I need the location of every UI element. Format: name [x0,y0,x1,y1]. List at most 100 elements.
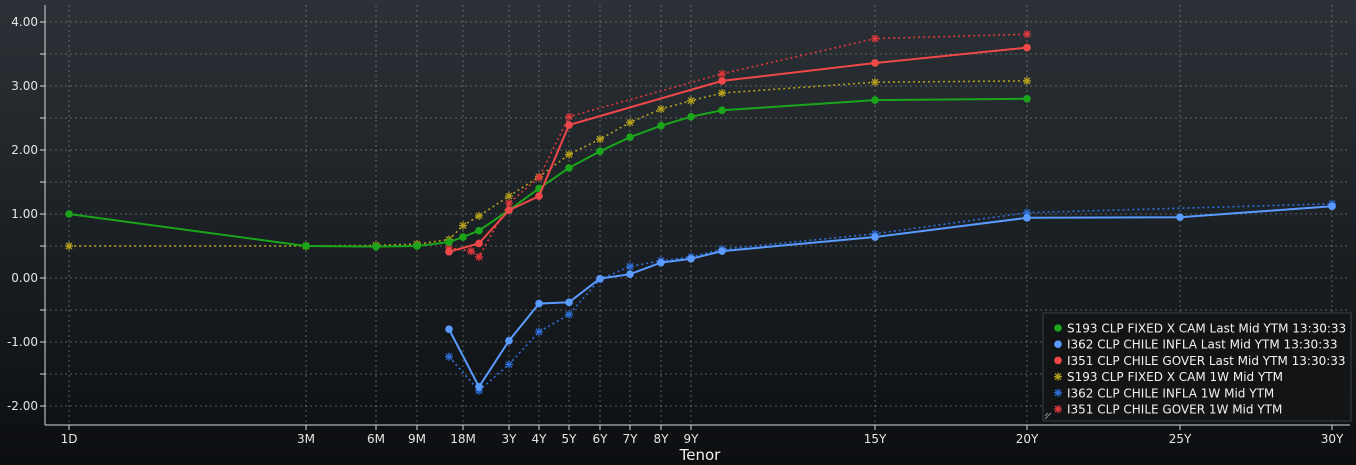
data-point-star [505,360,513,369]
data-point [687,112,695,121]
data-point [657,121,665,130]
data-point-star [445,352,453,361]
data-point-star [475,252,483,261]
data-point-star [871,78,879,87]
x-tick-label: 3Y [502,432,518,446]
series-line [69,80,1028,247]
legend-entry: I362 CLP CHILE INFLA Last Mid YTM 13:30:… [1054,338,1337,352]
data-point [565,298,573,307]
data-point-star [687,96,695,105]
data-point-star [535,173,543,182]
series-3 [445,43,1031,256]
legend-marker [1054,405,1062,413]
data-point-star [565,310,573,319]
data-point-star [565,112,573,121]
y-tick-label: 2.00 [11,143,38,157]
legend-resize-grip-icon[interactable] [1044,412,1052,420]
data-point [445,238,453,246]
series-line [448,33,1028,259]
legend-label: I362 CLP CHILE INFLA 1W Mid YTM [1067,386,1274,400]
data-point [475,383,483,391]
series-4 [65,76,1031,250]
legend-marker [1054,324,1062,332]
y-tick-label: 1.00 [11,207,38,221]
legend-box [1042,312,1352,422]
legend-marker [1054,340,1062,349]
axes [44,5,1350,426]
legend-label: S193 CLP FIXED X CAM Last Mid YTM 13:30:… [1067,322,1346,336]
data-point-star [467,247,475,256]
legend-label: I362 CLP CHILE INFLA Last Mid YTM 13:30:… [1067,338,1337,352]
x-tick-labels: 1D 3M 6M 9M 18M 3Y 4Y 5Y 6Y 7Y 8Y 9Y 15Y 20Y 25Y 30Y [61,425,1344,446]
data-point-star [657,105,665,114]
data-point [505,206,513,214]
data-point [626,133,634,141]
data-point [596,274,604,283]
series-6 [445,30,1031,261]
data-point [596,147,604,156]
data-point [1023,95,1031,103]
x-tick-label: 1D [61,432,78,446]
data-point [718,106,726,115]
legend-label: I351 CLP CHILE GOVER Last Mid YTM 13:30:… [1067,354,1346,368]
data-point-star [65,242,73,250]
series-2 [445,202,1336,391]
data-point [1328,202,1336,211]
data-point-star [871,34,879,43]
data-point [535,299,543,308]
x-tick-label: 18M [450,432,476,446]
data-point-star [718,89,726,98]
data-point [505,336,513,345]
y-tick-label: -1.00 [7,335,38,349]
data-point [718,247,726,255]
data-point [718,77,726,85]
data-point [626,270,634,278]
x-axis-title: Tenor [679,446,722,464]
x-tick-label: 30Y [1321,432,1344,446]
data-point-star [459,221,467,230]
data-point-star [626,118,634,127]
legend-label: S193 CLP FIXED X CAM 1W Mid YTM [1067,370,1283,384]
data-point-star [535,327,543,336]
legend-marker [1054,356,1062,365]
data-point [687,254,695,263]
x-tick-label: 6M [367,432,385,446]
y-tick-label: 0.00 [11,271,38,285]
data-point-star [505,192,513,201]
data-point [413,242,421,250]
legend: S193 CLP FIXED X CAM Last Mid YTM 13:30:… [1042,312,1352,422]
data-point-star [565,150,573,159]
x-tick-label: 6Y [593,432,609,446]
legend-marker [1054,372,1062,381]
data-point-star [626,262,634,271]
x-tick-label: 20Y [1016,432,1039,446]
data-point [657,258,665,267]
legend-entry: I351 CLP CHILE GOVER Last Mid YTM 13:30:… [1054,354,1346,368]
data-point [565,164,573,172]
data-point [302,242,310,250]
x-tick-label: 25Y [1169,432,1192,446]
x-tick-label: 4Y [532,432,548,446]
data-point [871,96,879,104]
y-tick-label: 3.00 [11,79,38,93]
data-point-star [475,211,483,220]
data-point [65,210,73,218]
legend-items: S193 CLP FIXED X CAM Last Mid YTM 13:30:… [1054,322,1346,417]
data-point [565,121,573,129]
data-point-star [1023,30,1031,39]
series-layer [65,30,1336,395]
x-tick-label: 9M [408,432,426,446]
legend-entry: S193 CLP FIXED X CAM Last Mid YTM 13:30:… [1054,322,1346,336]
legend-entry: S193 CLP FIXED X CAM 1W Mid YTM [1054,370,1283,384]
legend-marker [1054,388,1062,397]
series-1 [65,95,1031,251]
data-point [459,233,467,241]
y-tick-label: -2.00 [7,399,38,413]
data-point [445,247,453,256]
data-point [871,59,879,67]
legend-entry: I351 CLP CHILE GOVER 1W Mid YTM [1054,403,1282,417]
y-tick-labels: 4.00 3.00 2.00 1.00 0.00 -1.00 -2.00 [7,15,45,413]
legend-label: I351 CLP CHILE GOVER 1W Mid YTM [1067,403,1282,417]
data-point [1023,43,1031,52]
